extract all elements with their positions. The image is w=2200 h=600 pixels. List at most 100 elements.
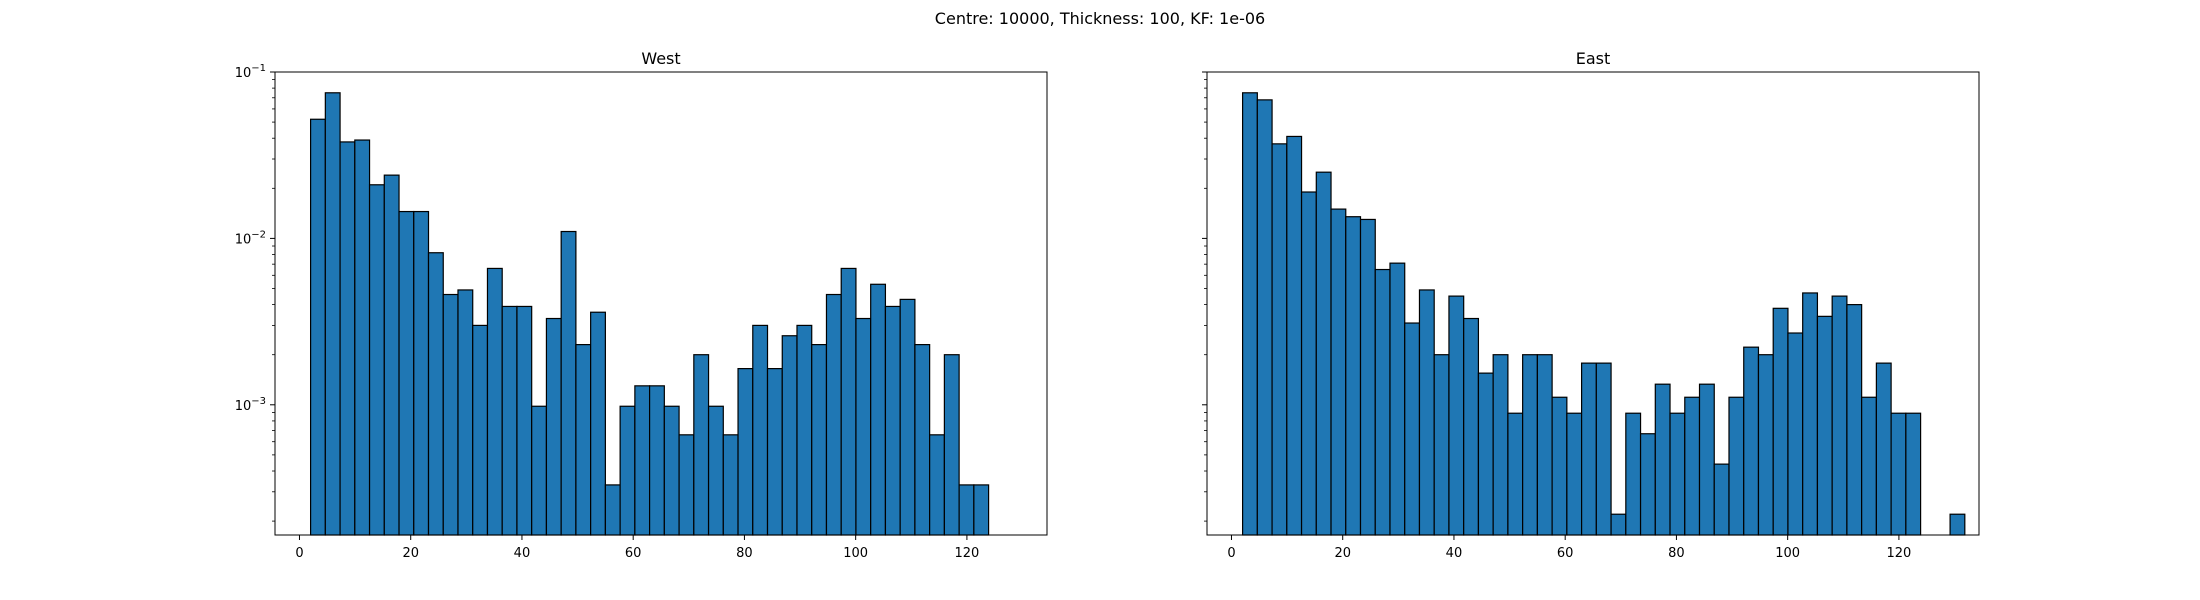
histogram-bar xyxy=(1551,396,1568,536)
histogram-bar xyxy=(1477,372,1494,536)
x-tick-label: 80 xyxy=(1668,546,1685,561)
x-tick-label: 20 xyxy=(402,546,419,561)
plot-frame-west xyxy=(274,71,1048,536)
histogram-bar xyxy=(339,141,356,536)
histogram-bar xyxy=(1404,322,1421,536)
histogram-bar xyxy=(1713,463,1730,536)
histogram-bar xyxy=(575,344,592,536)
x-tick-label: 100 xyxy=(1775,546,1800,561)
histogram-bar xyxy=(1625,412,1642,536)
histogram-bar xyxy=(1345,216,1362,536)
histogram-bar xyxy=(1890,412,1907,536)
histogram-bar xyxy=(1374,268,1391,536)
histogram-bar xyxy=(545,317,562,536)
histogram-bar xyxy=(398,210,415,536)
histogram-bar xyxy=(884,305,901,536)
x-tick-label: 60 xyxy=(625,546,642,561)
histogram-bar xyxy=(1949,513,1966,536)
histogram-bar xyxy=(1256,99,1273,536)
x-tick-label: 80 xyxy=(736,546,753,561)
histogram-bar xyxy=(648,385,665,536)
histogram-bar xyxy=(1580,362,1597,536)
histogram-bar xyxy=(1831,295,1848,536)
y-tick-label: 10−1 xyxy=(235,63,266,81)
y-axis-east xyxy=(1202,71,1207,522)
histogram-bar xyxy=(766,368,783,536)
panel-title-west: West xyxy=(641,49,680,68)
histogram-bar xyxy=(1566,412,1583,536)
histogram-bar xyxy=(1418,289,1435,536)
histogram-bar xyxy=(811,344,828,536)
histogram-bar xyxy=(1300,191,1317,536)
histogram-bar xyxy=(1492,354,1509,536)
x-tick-label: 60 xyxy=(1557,546,1574,561)
histogram-bar xyxy=(663,405,680,536)
histogram-bar xyxy=(840,267,857,536)
x-tick-label: 0 xyxy=(295,546,303,561)
histogram-bar xyxy=(870,283,887,536)
histogram-bar xyxy=(929,434,945,536)
histogram-bar xyxy=(368,184,385,536)
x-tick-label: 40 xyxy=(1446,546,1463,561)
histogram-bar xyxy=(427,252,444,536)
histogram-bar xyxy=(1271,143,1288,536)
histogram-bar xyxy=(531,405,548,536)
histogram-bar xyxy=(899,298,916,536)
histogram-bar xyxy=(383,174,400,536)
histogram-bar xyxy=(707,405,724,536)
histogram-bar xyxy=(619,405,636,536)
histogram-bar xyxy=(634,385,651,536)
histogram-bar xyxy=(1802,292,1819,536)
histogram-bar xyxy=(472,324,489,536)
histogram-bar xyxy=(1286,135,1303,536)
histogram-bar xyxy=(1772,307,1789,536)
histogram-bar xyxy=(501,305,518,536)
bars-east xyxy=(1241,92,1966,536)
y-tick-label: 10−3 xyxy=(235,396,266,414)
histogram-bar xyxy=(1522,354,1538,536)
histogram-bar xyxy=(413,210,430,536)
histogram-bar xyxy=(1315,171,1332,536)
histogram-bar xyxy=(943,354,960,536)
histogram-bar xyxy=(1448,295,1465,536)
histogram-bar xyxy=(1536,354,1553,536)
y-tick-label: 10−2 xyxy=(235,229,266,247)
histogram-bar xyxy=(1743,346,1760,536)
histogram-bar xyxy=(958,484,975,536)
histogram-bar xyxy=(722,434,739,536)
histogram-bar xyxy=(1330,208,1347,536)
histogram-bar xyxy=(752,324,769,536)
histogram-bar xyxy=(796,324,813,536)
histogram-bar xyxy=(590,311,606,536)
histogram-bar xyxy=(457,289,474,536)
histogram-bar xyxy=(1757,354,1774,536)
histogram-bar xyxy=(1684,396,1701,536)
histogram-bar xyxy=(1639,433,1656,536)
plot-frame-east xyxy=(1206,71,1980,536)
histogram-bar xyxy=(1595,362,1612,536)
histogram-bar xyxy=(560,230,577,536)
histogram-bar xyxy=(1654,383,1671,536)
x-tick-label: 120 xyxy=(1886,546,1911,561)
histogram-bar xyxy=(486,267,503,536)
histogram-bar xyxy=(1610,513,1627,536)
histogram-bar xyxy=(1875,362,1892,536)
x-axis-west: 0 20 40 60 80 100 120 xyxy=(295,535,979,561)
histogram-bar xyxy=(1816,315,1833,536)
x-tick-label: 120 xyxy=(954,546,979,561)
histogram-bar xyxy=(1669,412,1686,536)
panel-west: West 0 20 40 60 80 100 120 10−3 10−2 10−1 xyxy=(235,49,1048,561)
x-tick-label: 20 xyxy=(1334,546,1351,561)
histogram-bar xyxy=(1463,317,1480,536)
histogram-bar xyxy=(1905,412,1922,536)
x-axis-east: 0 20 40 60 80 100 120 xyxy=(1227,535,1911,561)
histogram-bar xyxy=(1433,354,1450,536)
x-tick-label: 0 xyxy=(1227,546,1235,561)
histogram-bar xyxy=(693,354,710,536)
panel-title-east: East xyxy=(1576,49,1611,68)
histogram-bar xyxy=(324,92,341,536)
histogram-bar xyxy=(973,484,990,536)
histogram-bar xyxy=(1698,383,1715,536)
panel-east: East 0 20 40 60 80 100 120 xyxy=(1202,49,1980,561)
bars-west xyxy=(309,92,990,536)
